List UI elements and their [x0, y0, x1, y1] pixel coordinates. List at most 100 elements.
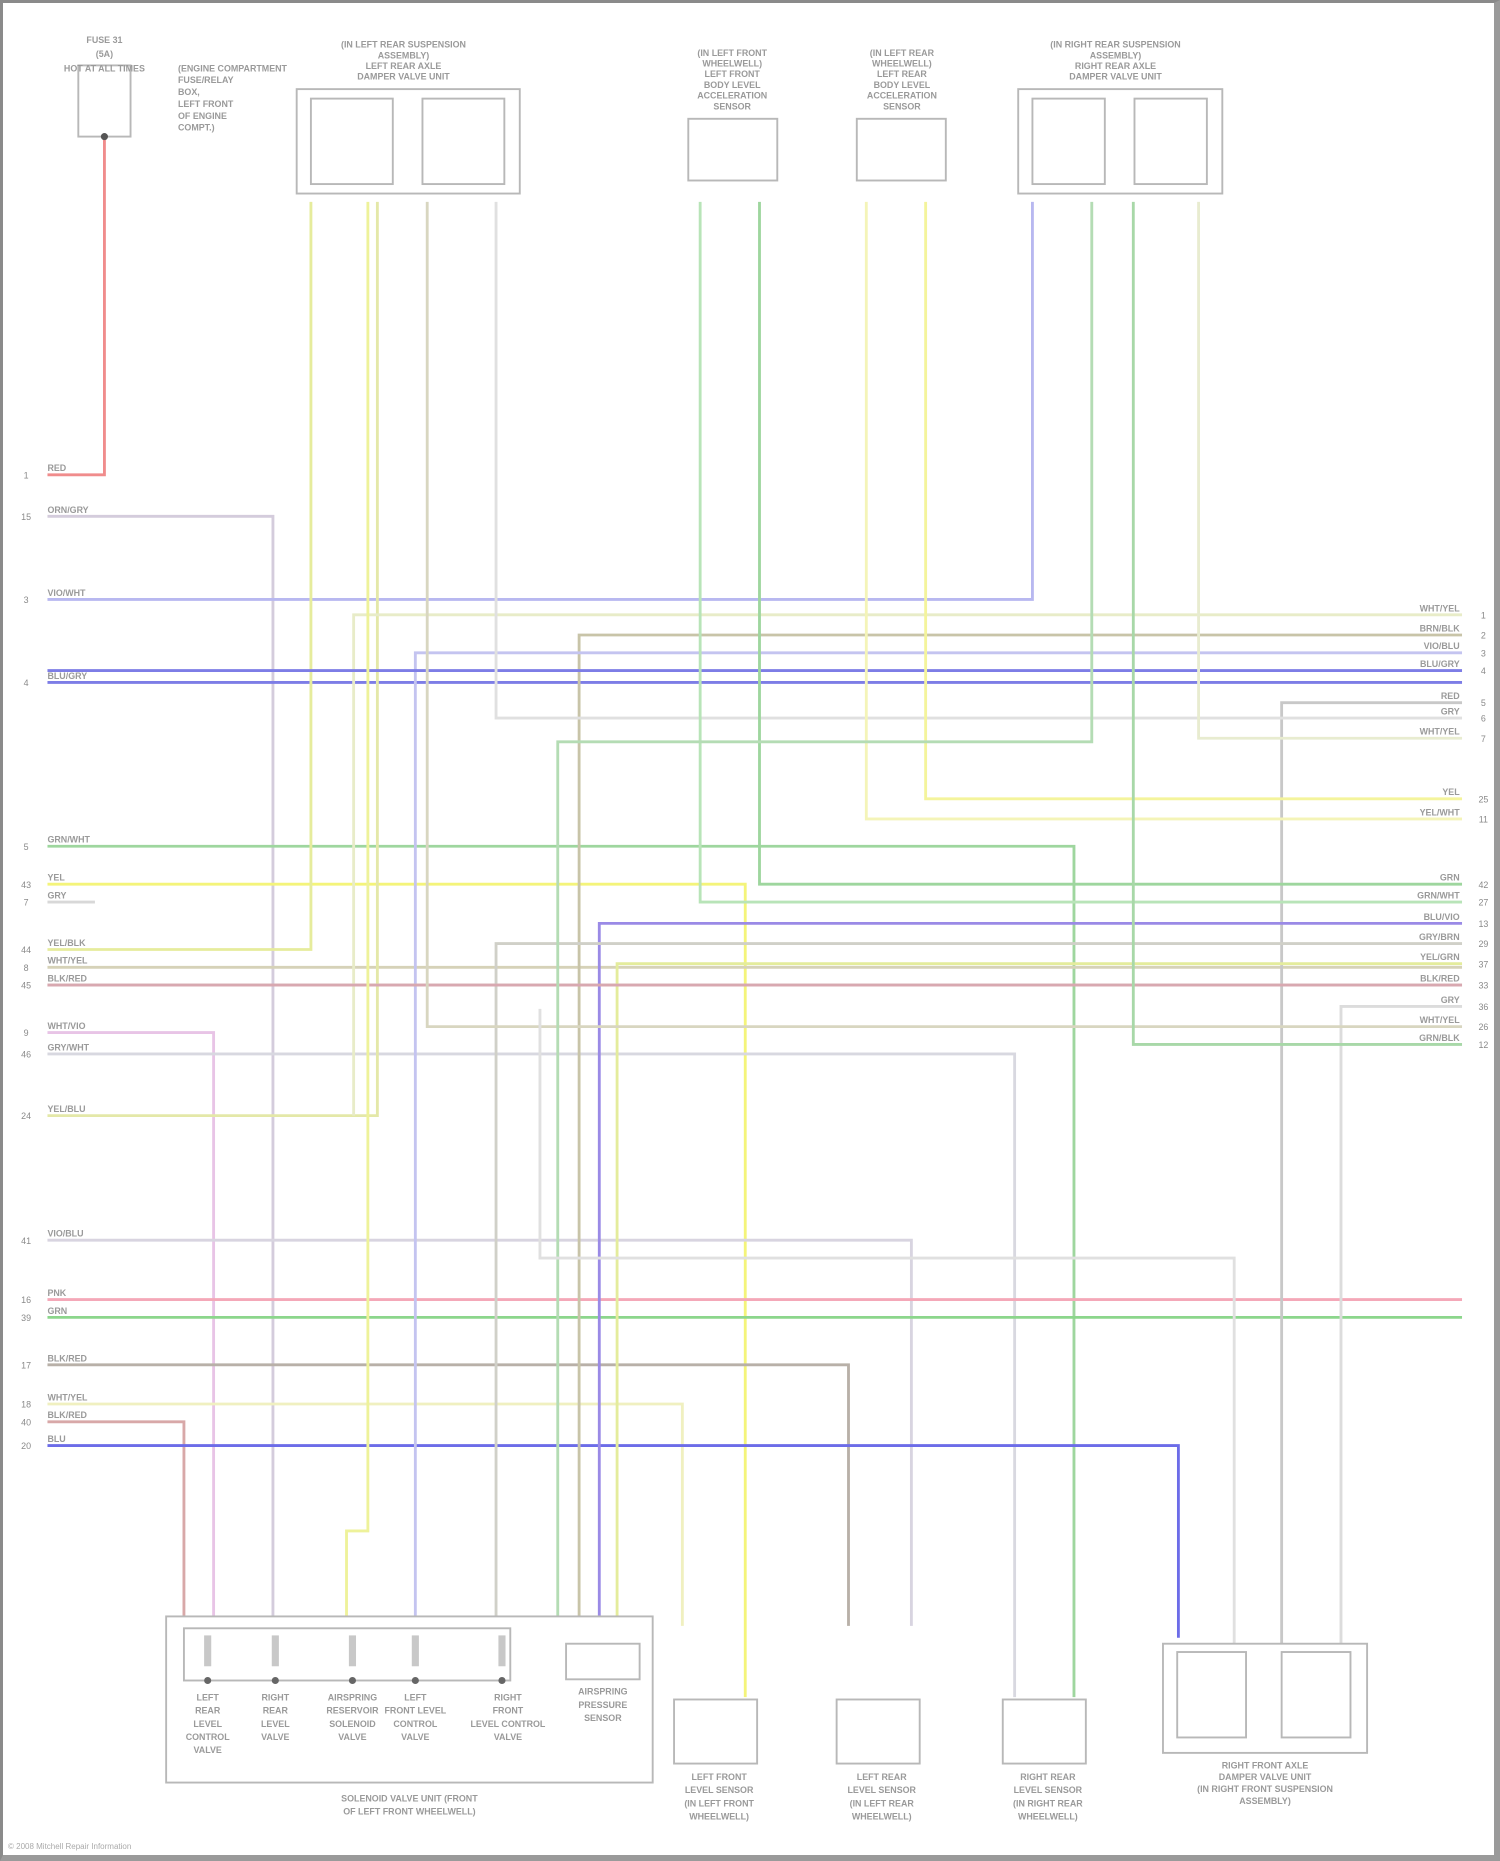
valve-label: RIGHT — [494, 1693, 522, 1703]
pin-number: 29 — [1478, 939, 1488, 949]
solenoid-coil-icon — [498, 1635, 506, 1667]
wire-color-label: YEL/WHT — [1420, 807, 1461, 817]
pin-number: 44 — [21, 945, 31, 955]
level-sensor-label: RIGHT REAR — [1020, 1772, 1076, 1782]
level-sensor-label: WHEELWELL) — [852, 1811, 912, 1821]
pin-number: 4 — [1481, 666, 1486, 676]
wire-color-label: YEL/GRN — [1420, 952, 1460, 962]
wire-left-19 — [47, 1420, 186, 1626]
wire-right-1 — [352, 613, 1463, 1116]
wire-left-18 — [47, 1402, 684, 1626]
pin-number: 43 — [21, 880, 31, 890]
splice-dot — [100, 133, 108, 141]
wire-color-label: RED — [1441, 691, 1460, 701]
wire-color-label: WHT/VIO — [47, 1021, 85, 1031]
left-front-body-acceleration-sensor-label: SENSOR — [713, 101, 751, 111]
pin-number: 46 — [21, 1049, 31, 1059]
wire-right-14 — [615, 962, 1463, 1626]
left-rear-axle-damper-valve-unit-label: (IN LEFT REAR SUSPENSION — [341, 40, 466, 50]
valve-label: RESERVOIR — [326, 1706, 379, 1716]
left-front-body-acceleration-sensor-label: ACCELERATION — [697, 91, 767, 101]
right-front-damper-label: ASSEMBLY) — [1239, 1796, 1291, 1806]
damper-valve — [1133, 97, 1208, 186]
left-front-body-acceleration-sensor — [687, 117, 779, 182]
left-front-body-acceleration-sensor-label: WHEELWELL) — [702, 59, 762, 69]
wire-color-label: WHT/YEL — [1420, 727, 1461, 737]
level-sensor-label: WHEELWELL) — [689, 1811, 749, 1821]
level-sensor — [835, 1698, 921, 1765]
level-sensor-label: (IN RIGHT REAR — [1013, 1798, 1083, 1808]
pin-number: 37 — [1478, 959, 1488, 969]
pressure-sensor-label: AIRSPRING — [578, 1687, 627, 1697]
fuse-location-note: COMPT.) — [178, 123, 215, 133]
solenoid-unit-label: SOLENOID VALVE UNIT (FRONT — [341, 1794, 478, 1804]
pin-number: 7 — [1481, 734, 1486, 744]
wire-left-11 — [47, 1031, 216, 1626]
wire-left-6 — [47, 882, 747, 1698]
wire-color-label: VIO/BLU — [47, 1229, 83, 1239]
level-sensor-label: LEVEL SENSOR — [685, 1785, 754, 1795]
components — [77, 64, 1369, 1784]
wire-right-9 — [864, 201, 1463, 821]
wire-right-10 — [758, 201, 1463, 886]
level-sensor-label: LEFT REAR — [857, 1772, 907, 1782]
wire-color-label: GRN/WHT — [47, 835, 90, 845]
fuse-label: FUSE 31 — [86, 35, 122, 45]
damper-valve — [1176, 1651, 1247, 1739]
valve-label: LEVEL — [261, 1719, 290, 1729]
wire-right-18 — [1131, 201, 1463, 1046]
valve-label: REAR — [195, 1706, 221, 1716]
pin-number: 5 — [24, 842, 29, 852]
fuse-location-note: LEFT FRONT — [178, 99, 234, 109]
wire-left-8 — [47, 201, 313, 951]
pin-number: 18 — [21, 1400, 31, 1410]
wire-color-label: GRY — [1441, 995, 1460, 1005]
left-rear-body-acceleration-sensor-label: ACCELERATION — [867, 91, 937, 101]
ground-dot — [348, 1676, 357, 1685]
wire-color-label: WHT/YEL — [47, 956, 88, 966]
left-front-body-acceleration-sensor-label: BODY LEVEL — [704, 80, 761, 90]
valve-label: VALVE — [338, 1732, 366, 1742]
left-rear-axle-damper-valve-unit-label: LEFT REAR AXLE — [366, 61, 442, 71]
level-sensor — [1001, 1698, 1087, 1765]
right-rear-axle-damper-valve-unit-label: ASSEMBLY) — [1090, 50, 1142, 60]
wire-color-label: BLU — [47, 1434, 65, 1444]
valve-label: LEVEL CONTROL — [470, 1719, 545, 1729]
fuse-location-note: BOX, — [178, 87, 200, 97]
pressure-sensor-label: PRESSURE — [578, 1700, 627, 1710]
fuse-label: HOT AT ALL TIMES — [64, 63, 145, 73]
level-sensor-label: LEVEL SENSOR — [1014, 1785, 1083, 1795]
level-sensor-label: (IN LEFT REAR — [850, 1798, 915, 1808]
wire-color-label: YEL/BLU — [47, 1104, 85, 1114]
wire-left-3 — [47, 201, 1034, 601]
wire-color-label: PNK — [47, 1288, 66, 1298]
copyright-footer: © 2008 Mitchell Repair Information — [8, 1842, 132, 1851]
wire-right-2 — [577, 633, 1463, 1626]
left-rear-body-acceleration-sensor-label: LEFT REAR — [877, 69, 927, 79]
pin-number: 39 — [21, 1313, 31, 1323]
right-front-damper-label: RIGHT FRONT AXLE — [1222, 1760, 1309, 1770]
wire-color-label: BLK/RED — [1420, 974, 1460, 984]
left-front-body-acceleration-sensor-label: LEFT FRONT — [705, 69, 761, 79]
pin-number: 25 — [1478, 794, 1488, 804]
wire-right-12 — [597, 921, 1463, 1626]
pin-number: 9 — [24, 1028, 29, 1038]
ground-dot — [204, 1676, 212, 1685]
pin-number: 5 — [1481, 698, 1486, 708]
fuse-location-note: OF ENGINE — [178, 111, 227, 121]
pin-number: 1 — [1481, 610, 1486, 620]
pin-number: 16 — [21, 1295, 31, 1305]
wire-left-2 — [47, 514, 275, 1626]
damper-valve — [1031, 97, 1106, 186]
pin-number: 1 — [24, 470, 29, 480]
pin-number: 27 — [1478, 898, 1488, 908]
pin-number: 41 — [21, 1236, 31, 1246]
pin-number: 42 — [1478, 880, 1488, 890]
pressure-sensor — [565, 1642, 641, 1681]
ground-dot — [411, 1676, 419, 1685]
ground-dot — [271, 1676, 279, 1685]
valve-label: VALVE — [401, 1732, 429, 1742]
wire-color-label: BLU/VIO — [1424, 912, 1460, 922]
valve-label: LEVEL — [193, 1719, 222, 1729]
wire-left-20 — [47, 1444, 1180, 1638]
